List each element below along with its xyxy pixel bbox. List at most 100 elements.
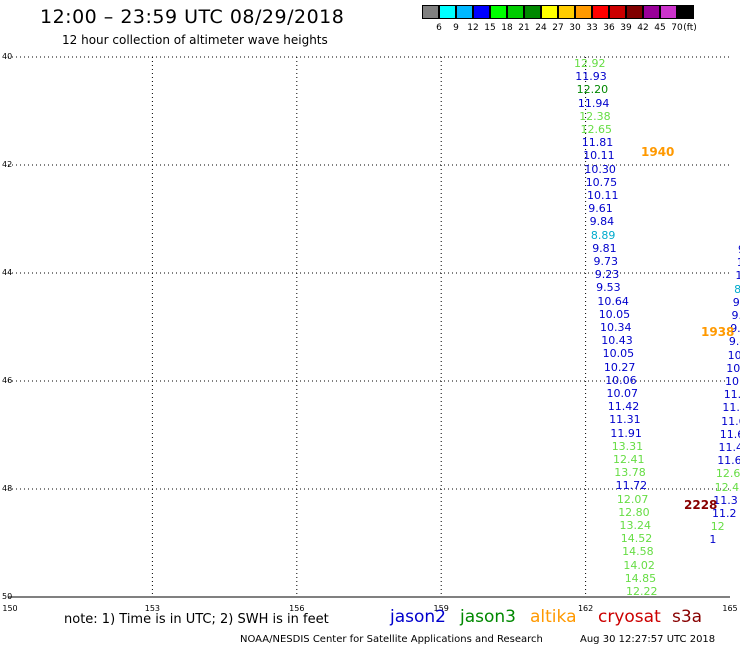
wave-height-value: 12.41 [613, 453, 645, 466]
latitude-tick-label: 40 [2, 52, 13, 61]
latitude-tick-label: 42 [2, 160, 13, 169]
wave-height-value: 10.06 [605, 373, 637, 387]
legend-label: 45 [654, 23, 666, 33]
wave-height-value: 12.20 [576, 83, 609, 97]
title: 12:00 – 23:59 UTC 08/29/2018 [40, 6, 345, 28]
legend-label: 27 [552, 23, 564, 33]
legend-label: 33 [586, 23, 598, 33]
pass-time-label: 1940 [641, 145, 675, 159]
longitude-tick-label: 162 [577, 604, 594, 613]
wave-height-value: 12.65 [580, 123, 613, 136]
wave-height-value: 10.11 [583, 149, 615, 163]
wave-height-value: 13.31 [611, 439, 644, 453]
wave-height-value: 11.91 [610, 426, 642, 440]
wave-height-value: 10 [737, 256, 740, 269]
legend-swatch [677, 5, 694, 19]
legend-swatch [592, 5, 609, 19]
longitude-tick-label: 159 [433, 604, 449, 613]
wave-height-value: 12.80 [618, 505, 650, 519]
wave-height-value: 11.72 [615, 479, 648, 493]
latitude-tick-label: 48 [2, 484, 13, 493]
wave-height-value: 14.85 [624, 571, 657, 585]
satellite-legend-altika: altika [530, 607, 577, 627]
legend-label: 70 [671, 23, 683, 33]
legend-label: 9 [453, 23, 459, 33]
latitude-tick-label: 50 [2, 592, 13, 601]
legend-label: 6 [436, 23, 442, 33]
wave-height-value: 9.53 [596, 281, 621, 295]
wave-height-value: 10.43 [601, 334, 633, 348]
wave-height-value: 13.78 [614, 466, 646, 480]
wave-height-value: 14.02 [623, 558, 655, 572]
wave-height-value: 14.52 [620, 532, 653, 546]
wave-height-value: 12.92 [574, 57, 606, 70]
wave-height-value: 11.3 [713, 493, 738, 507]
wave-height-value: 8.89 [590, 228, 616, 242]
legend-label: 15 [484, 23, 496, 33]
generated-timestamp: Aug 30 12:27:57 UTC 2018 [580, 634, 716, 645]
wave-height-value: 12.22 [626, 585, 658, 598]
wave-height-value: 10. [735, 269, 740, 283]
satellite-legend-jason3: jason3 [460, 607, 516, 627]
legend-swatch [524, 5, 541, 19]
legend-label: 30 [569, 23, 581, 33]
wave-height-value: 10.75 [585, 175, 618, 189]
wave-height-value: 10.05 [602, 347, 635, 361]
wave-height-value: 9.81 [592, 241, 617, 255]
pass-time-label: 1938 [701, 325, 735, 339]
legend-swatch [558, 5, 575, 19]
legend-label: 24 [535, 23, 547, 33]
longitude-tick-label: 165 [722, 604, 738, 613]
wave-height-value: 10.30 [584, 162, 616, 176]
wave-height-value: 9 [738, 243, 740, 256]
wave-height-value: 10.34 [600, 321, 632, 334]
wave-height-value: 9.49 [728, 335, 740, 349]
wave-height-value: 12.38 [579, 109, 611, 123]
wave-height-value: 13.24 [619, 519, 652, 532]
legend-swatch [643, 5, 660, 19]
latitude-tick-label: 44 [2, 268, 13, 277]
subtitle: 12 hour collection of altimeter wave hei… [62, 33, 328, 47]
wave-height-value: 11.61 [717, 454, 740, 468]
wave-height-value: 11.81 [581, 136, 614, 150]
legend-unit: (ft) [683, 23, 697, 33]
wave-height-value: 11.42 [607, 400, 640, 414]
wave-height-value: 11.93 [575, 70, 607, 84]
legend-label: 39 [620, 23, 632, 33]
satellite-legend-cryosat: cryosat [598, 607, 661, 627]
longitude-tick-label: 153 [144, 604, 161, 613]
wave-height-value: 10.05 [598, 307, 631, 321]
footnote: note: 1) Time is in UTC; 2) SWH is in fe… [64, 612, 329, 627]
wave-height-value: 9.23 [594, 268, 620, 282]
wave-height-value: 10.64 [597, 294, 629, 308]
wave-height-value: 14.58 [622, 545, 654, 559]
legend-label: 36 [603, 23, 615, 33]
legend-label: 18 [501, 23, 513, 33]
legend-swatch [541, 5, 558, 19]
wave-height-value: 11.2 [712, 507, 737, 520]
wave-height-value: 10.44 [725, 375, 740, 388]
credit-line: NOAA/NESDIS Center for Satellite Applica… [240, 634, 543, 645]
wave-height-value: 11.65 [721, 414, 740, 428]
latitude-tick-label: 46 [2, 376, 13, 385]
legend-label: 21 [518, 23, 530, 33]
wave-height-value: 12 [710, 520, 725, 534]
legend-label: 12 [467, 23, 479, 33]
wave-height-value: 12.07 [616, 492, 649, 506]
satellite-legend-s3a: s3a [672, 607, 703, 627]
wave-height-value: 10.03 [727, 348, 740, 362]
wave-height-value: 9.2 [732, 295, 740, 309]
legend-swatch [609, 5, 626, 19]
legend-swatch [422, 5, 439, 19]
wave-height-value: 11.63 [719, 427, 740, 441]
legend-swatch [507, 5, 524, 19]
longitude-tick-label: 150 [2, 604, 18, 613]
legend-label: 42 [637, 23, 649, 33]
satellite-legend-jason2: jason2 [390, 607, 446, 627]
wave-height-value: 9.63 [730, 322, 740, 336]
legend-swatch [660, 5, 677, 19]
legend-swatch [626, 5, 643, 19]
wave-height-value: 10.27 [603, 360, 636, 374]
wave-height-value: 12.43 [714, 480, 740, 494]
